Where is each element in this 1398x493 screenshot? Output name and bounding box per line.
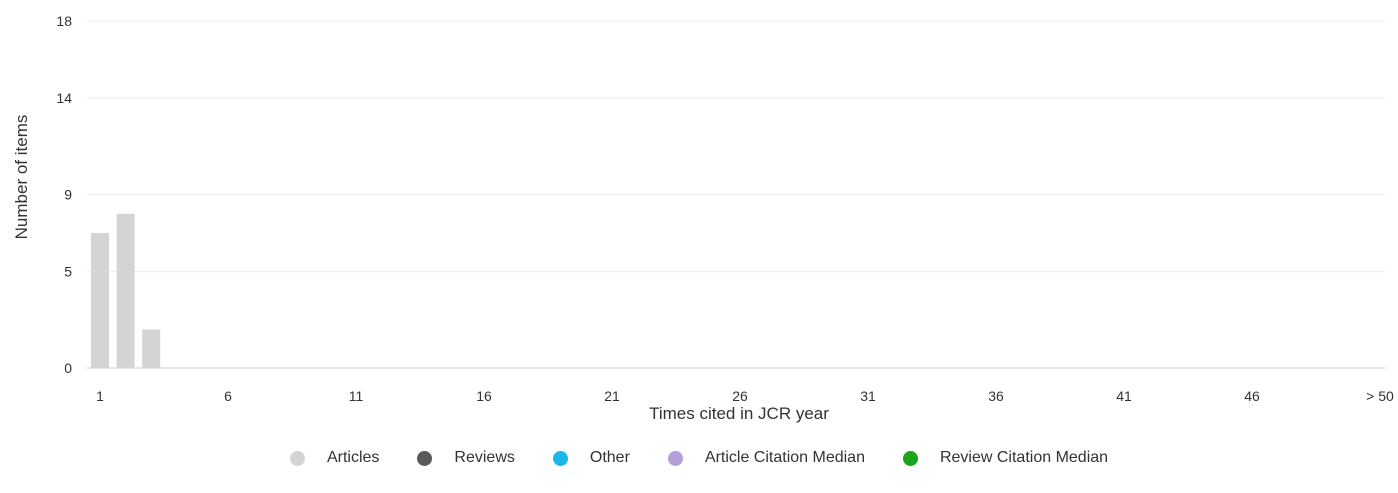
x-tick-label: 6: [224, 388, 232, 404]
y-tick-label: 18: [56, 13, 72, 29]
x-tick-label: 46: [1244, 388, 1260, 404]
y-gridlines: [87, 20, 1385, 369]
x-tick-label: 21: [604, 388, 620, 404]
y-tick-label: 9: [64, 187, 72, 203]
legend-item[interactable]: Article Citation Median: [667, 449, 865, 467]
x-tick-label: 16: [476, 388, 492, 404]
x-tick-label: 31: [860, 388, 876, 404]
legend-label: Other: [589, 449, 630, 466]
x-tick-label: 41: [1116, 388, 1132, 404]
legend-label: Article Citation Median: [704, 449, 865, 466]
bars: [91, 213, 161, 368]
y-axis-title: Number of items: [12, 115, 31, 240]
y-tick-label: 0: [64, 360, 72, 376]
legend-swatch-icon: [417, 450, 433, 466]
legend-item[interactable]: Reviews: [417, 449, 515, 467]
legend-item[interactable]: Articles: [289, 449, 380, 467]
bar-articles[interactable]: [116, 213, 135, 368]
legend-item[interactable]: Other: [552, 449, 630, 467]
legend-swatch-icon: [667, 450, 683, 466]
legend-item[interactable]: Review Citation Median: [902, 449, 1109, 467]
y-tick-label: 14: [56, 90, 72, 106]
x-tick-label: 26: [732, 388, 748, 404]
legend-swatch-icon: [552, 450, 568, 466]
x-tick-label: 11: [349, 388, 364, 404]
x-tick-labels: 1 6 11 16 21 26 31 36 41 46 > 50: [96, 388, 1394, 404]
bar-articles[interactable]: [142, 329, 161, 368]
legend-swatch-icon: [289, 450, 305, 466]
x-tick-label: > 50: [1366, 388, 1394, 404]
y-tick-label: 5: [64, 264, 72, 280]
x-axis-title: Times cited in JCR year: [649, 404, 829, 423]
legend-label: Articles: [326, 449, 380, 466]
bar-articles[interactable]: [91, 233, 109, 368]
legend-label: Reviews: [454, 449, 515, 466]
legend-label: Review Citation Median: [939, 449, 1109, 466]
y-tick-labels: 0 5 9 14 18: [56, 13, 72, 376]
x-tick-label: 1: [96, 388, 104, 404]
x-tick-label: 36: [988, 388, 1004, 404]
legend-swatch-icon: [902, 450, 918, 466]
legend: Articles Reviews Other Article Citation Med…: [0, 443, 1398, 473]
